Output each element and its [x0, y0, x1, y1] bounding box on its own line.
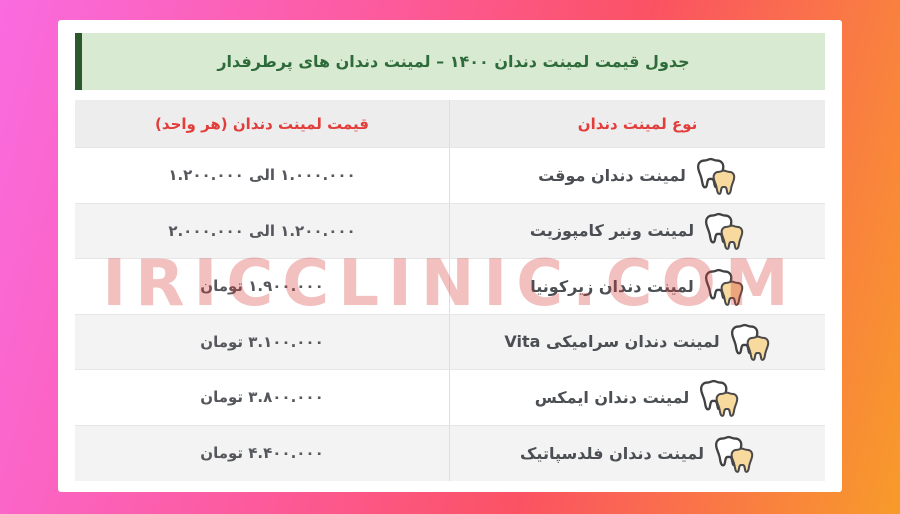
price-value: ۱.۲۰۰.۰۰۰ الی ۲.۰۰۰.۰۰۰ — [168, 221, 356, 240]
page-title: جدول قیمت لمینت دندان ۱۴۰۰ – لمینت دندان… — [217, 52, 690, 71]
price-cell: ۱.۹۰۰.۰۰۰ تومان — [75, 259, 450, 314]
table-row: ۱.۹۰۰.۰۰۰ تومان لمینت دندان زیرکونیا — [75, 259, 825, 315]
content-card: جدول قیمت لمینت دندان ۱۴۰۰ – لمینت دندان… — [58, 20, 842, 492]
type-cell: لمینت ونیر کامپوزیت — [450, 204, 825, 259]
laminate-type-label: لمینت دندان ایمکس — [534, 387, 690, 407]
price-cell: ۴.۴۰۰.۰۰۰ تومان — [75, 425, 450, 481]
price-cell: ۳.۱۰۰.۰۰۰ تومان — [75, 314, 450, 369]
price-cell: ۱.۲۰۰.۰۰۰ الی ۲.۰۰۰.۰۰۰ — [75, 203, 450, 258]
type-cell: لمینت دندان موقت — [450, 148, 825, 203]
type-cell: لمینت دندان ایمکس — [450, 370, 825, 425]
table-row: ۳.۱۰۰.۰۰۰ تومان لمینت دندان سرامیکی Vita — [75, 314, 825, 370]
laminate-type-label: لمینت دندان فلدسپاتیک — [520, 443, 704, 463]
tooth-icon — [709, 432, 755, 475]
price-value: ۴.۴۰۰.۰۰۰ تومان — [200, 444, 324, 463]
type-column-header: نوع لمینت دندان — [577, 114, 698, 133]
laminate-type-label: لمینت ونیر کامپوزیت — [529, 221, 695, 241]
table-row: ۱.۲۰۰.۰۰۰ الی ۲.۰۰۰.۰۰۰ لمینت ونیر کامپو… — [75, 203, 825, 259]
price-column-header: قیمت لمینت دندان (هر واحد) — [155, 114, 369, 133]
type-cell: لمینت دندان سرامیکی Vita — [450, 315, 825, 370]
type-cell: لمینت دندان زیرکونیا — [450, 259, 825, 314]
title-banner: جدول قیمت لمینت دندان ۱۴۰۰ – لمینت دندان… — [75, 33, 825, 90]
price-cell: ۳.۸۰۰.۰۰۰ تومان — [75, 370, 450, 425]
price-table: قیمت لمینت دندان (هر واحد) نوع لمینت دند… — [75, 100, 825, 481]
price-value: ۳.۱۰۰.۰۰۰ تومان — [200, 332, 324, 351]
type-cell: لمینت دندان فلدسپاتیک — [450, 426, 825, 482]
table-row: ۱.۰۰۰.۰۰۰ الی ۱.۲۰۰.۰۰۰ لمینت دندان موقت — [75, 148, 825, 204]
tooth-icon — [699, 209, 745, 252]
tooth-icon — [725, 320, 771, 363]
tooth-icon — [691, 154, 737, 197]
price-value: ۳.۸۰۰.۰۰۰ تومان — [200, 388, 324, 407]
tooth-icon — [694, 376, 740, 419]
table-body: ۱.۰۰۰.۰۰۰ الی ۱.۲۰۰.۰۰۰ لمینت دندان موقت — [75, 148, 825, 481]
laminate-type-label: لمینت دندان موقت — [538, 165, 686, 185]
price-cell: ۱.۰۰۰.۰۰۰ الی ۱.۲۰۰.۰۰۰ — [75, 148, 450, 203]
table-row: ۴.۴۰۰.۰۰۰ تومان لمینت دندان فلدسپاتیک — [75, 425, 825, 482]
laminate-type-label: لمینت دندان زیرکونیا — [530, 276, 694, 296]
price-value: ۱.۹۰۰.۰۰۰ تومان — [200, 277, 324, 296]
header-cell-type: نوع لمینت دندان — [450, 100, 825, 147]
laminate-type-label: لمینت دندان سرامیکی Vita — [504, 332, 720, 352]
table-row: ۳.۸۰۰.۰۰۰ تومان لمینت دندان ایمکس — [75, 370, 825, 426]
tooth-icon — [699, 265, 745, 308]
header-cell-price: قیمت لمینت دندان (هر واحد) — [75, 100, 450, 147]
table-header-row: قیمت لمینت دندان (هر واحد) نوع لمینت دند… — [75, 100, 825, 148]
price-value: ۱.۰۰۰.۰۰۰ الی ۱.۲۰۰.۰۰۰ — [168, 166, 356, 185]
